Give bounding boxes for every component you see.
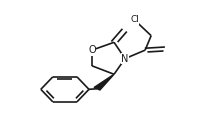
Text: O: O xyxy=(88,45,96,55)
Text: N: N xyxy=(121,54,129,64)
Polygon shape xyxy=(94,74,114,90)
Text: Cl: Cl xyxy=(130,15,139,25)
